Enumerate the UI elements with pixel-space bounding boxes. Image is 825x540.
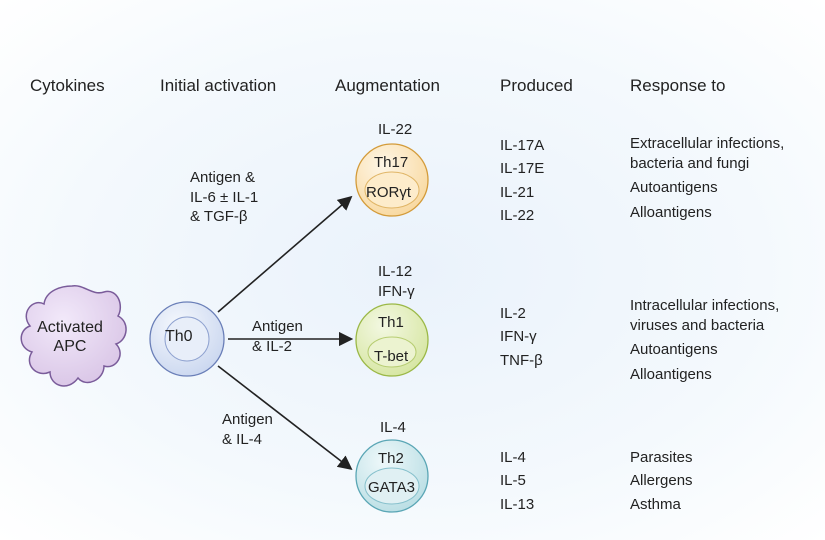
arrow-th2-line2: & IL-4 xyxy=(222,431,262,448)
response-th2-1: Allergens xyxy=(630,469,693,492)
response-th1-3: Alloantigens xyxy=(630,365,779,385)
arrow-th1-line2: & IL-2 xyxy=(252,338,292,355)
produced-th1: IL-2 IFN-γ TNF-β xyxy=(500,302,543,372)
produced-th17-2: IL-21 xyxy=(500,181,544,204)
th1-name: Th1 xyxy=(378,313,404,333)
produced-th2-1: IL-5 xyxy=(500,469,534,492)
response-th1-0: Intracellular infections, xyxy=(630,296,779,316)
produced-th1-0: IL-2 xyxy=(500,302,543,325)
header-cytokines: Cytokines xyxy=(30,76,105,96)
th17-augment: IL-22 xyxy=(378,120,412,140)
produced-th2-0: IL-4 xyxy=(500,446,534,469)
produced-th17-0: IL-17A xyxy=(500,134,544,157)
header-augmentation: Augmentation xyxy=(335,76,440,96)
th17-tf: RORγt xyxy=(366,183,411,203)
arrow-th1-line1: Antigen xyxy=(252,318,303,335)
diagram-layer: Cytokines Initial activation Augmentatio… xyxy=(0,0,825,540)
header-response-to: Response to xyxy=(630,76,725,96)
th2-name: Th2 xyxy=(378,449,404,469)
arrow-th2-line1: Antigen xyxy=(222,411,273,428)
th2-tf: GATA3 xyxy=(368,478,415,498)
th0-label: Th0 xyxy=(165,328,193,346)
apc-label: Activated APC xyxy=(30,318,110,356)
arrow-th17-line2: IL-6 ± IL-1 xyxy=(190,189,258,206)
produced-th1-2: TNF-β xyxy=(500,349,543,372)
produced-th2-2: IL-13 xyxy=(500,493,534,516)
response-th17: Extracellular infections, bacteria and f… xyxy=(630,134,784,222)
response-th1: Intracellular infections, viruses and ba… xyxy=(630,296,779,384)
th2-augment: IL-4 xyxy=(380,418,406,438)
response-th2: Parasites Allergens Asthma xyxy=(630,446,693,516)
response-th1-1: viruses and bacteria xyxy=(630,316,779,336)
arrow-label-th2: Antigen & IL-4 xyxy=(222,410,273,449)
arrow-label-th1: Antigen & IL-2 xyxy=(252,317,303,356)
th1-aug1: IL-12 xyxy=(378,263,412,280)
produced-th17: IL-17A IL-17E IL-21 IL-22 xyxy=(500,134,544,227)
th1-aug2: IFN-γ xyxy=(378,283,415,300)
arrow-th17-line1: Antigen & xyxy=(190,169,255,186)
produced-th2: IL-4 IL-5 IL-13 xyxy=(500,446,534,516)
produced-th1-1: IFN-γ xyxy=(500,325,543,348)
response-th1-2: Autoantigens xyxy=(630,340,779,360)
header-initial-activation: Initial activation xyxy=(160,76,276,96)
th1-augment: IL-12 IFN-γ xyxy=(378,262,415,303)
apc-label-line2: APC xyxy=(54,338,87,355)
response-th17-1: bacteria and fungi xyxy=(630,154,784,174)
response-th17-0: Extracellular infections, xyxy=(630,134,784,154)
response-th2-0: Parasites xyxy=(630,446,693,469)
arrow-label-th17: Antigen & IL-6 ± IL-1 & TGF-β xyxy=(190,168,258,227)
response-th17-3: Alloantigens xyxy=(630,203,784,223)
th17-name: Th17 xyxy=(374,153,408,173)
arrow-th17-line3: & TGF-β xyxy=(190,208,248,225)
produced-th17-1: IL-17E xyxy=(500,157,544,180)
produced-th17-3: IL-22 xyxy=(500,204,544,227)
response-th2-2: Asthma xyxy=(630,493,693,516)
response-th17-2: Autoantigens xyxy=(630,178,784,198)
header-produced: Produced xyxy=(500,76,573,96)
apc-label-line1: Activated xyxy=(37,319,103,336)
th1-tf: T-bet xyxy=(374,347,408,367)
